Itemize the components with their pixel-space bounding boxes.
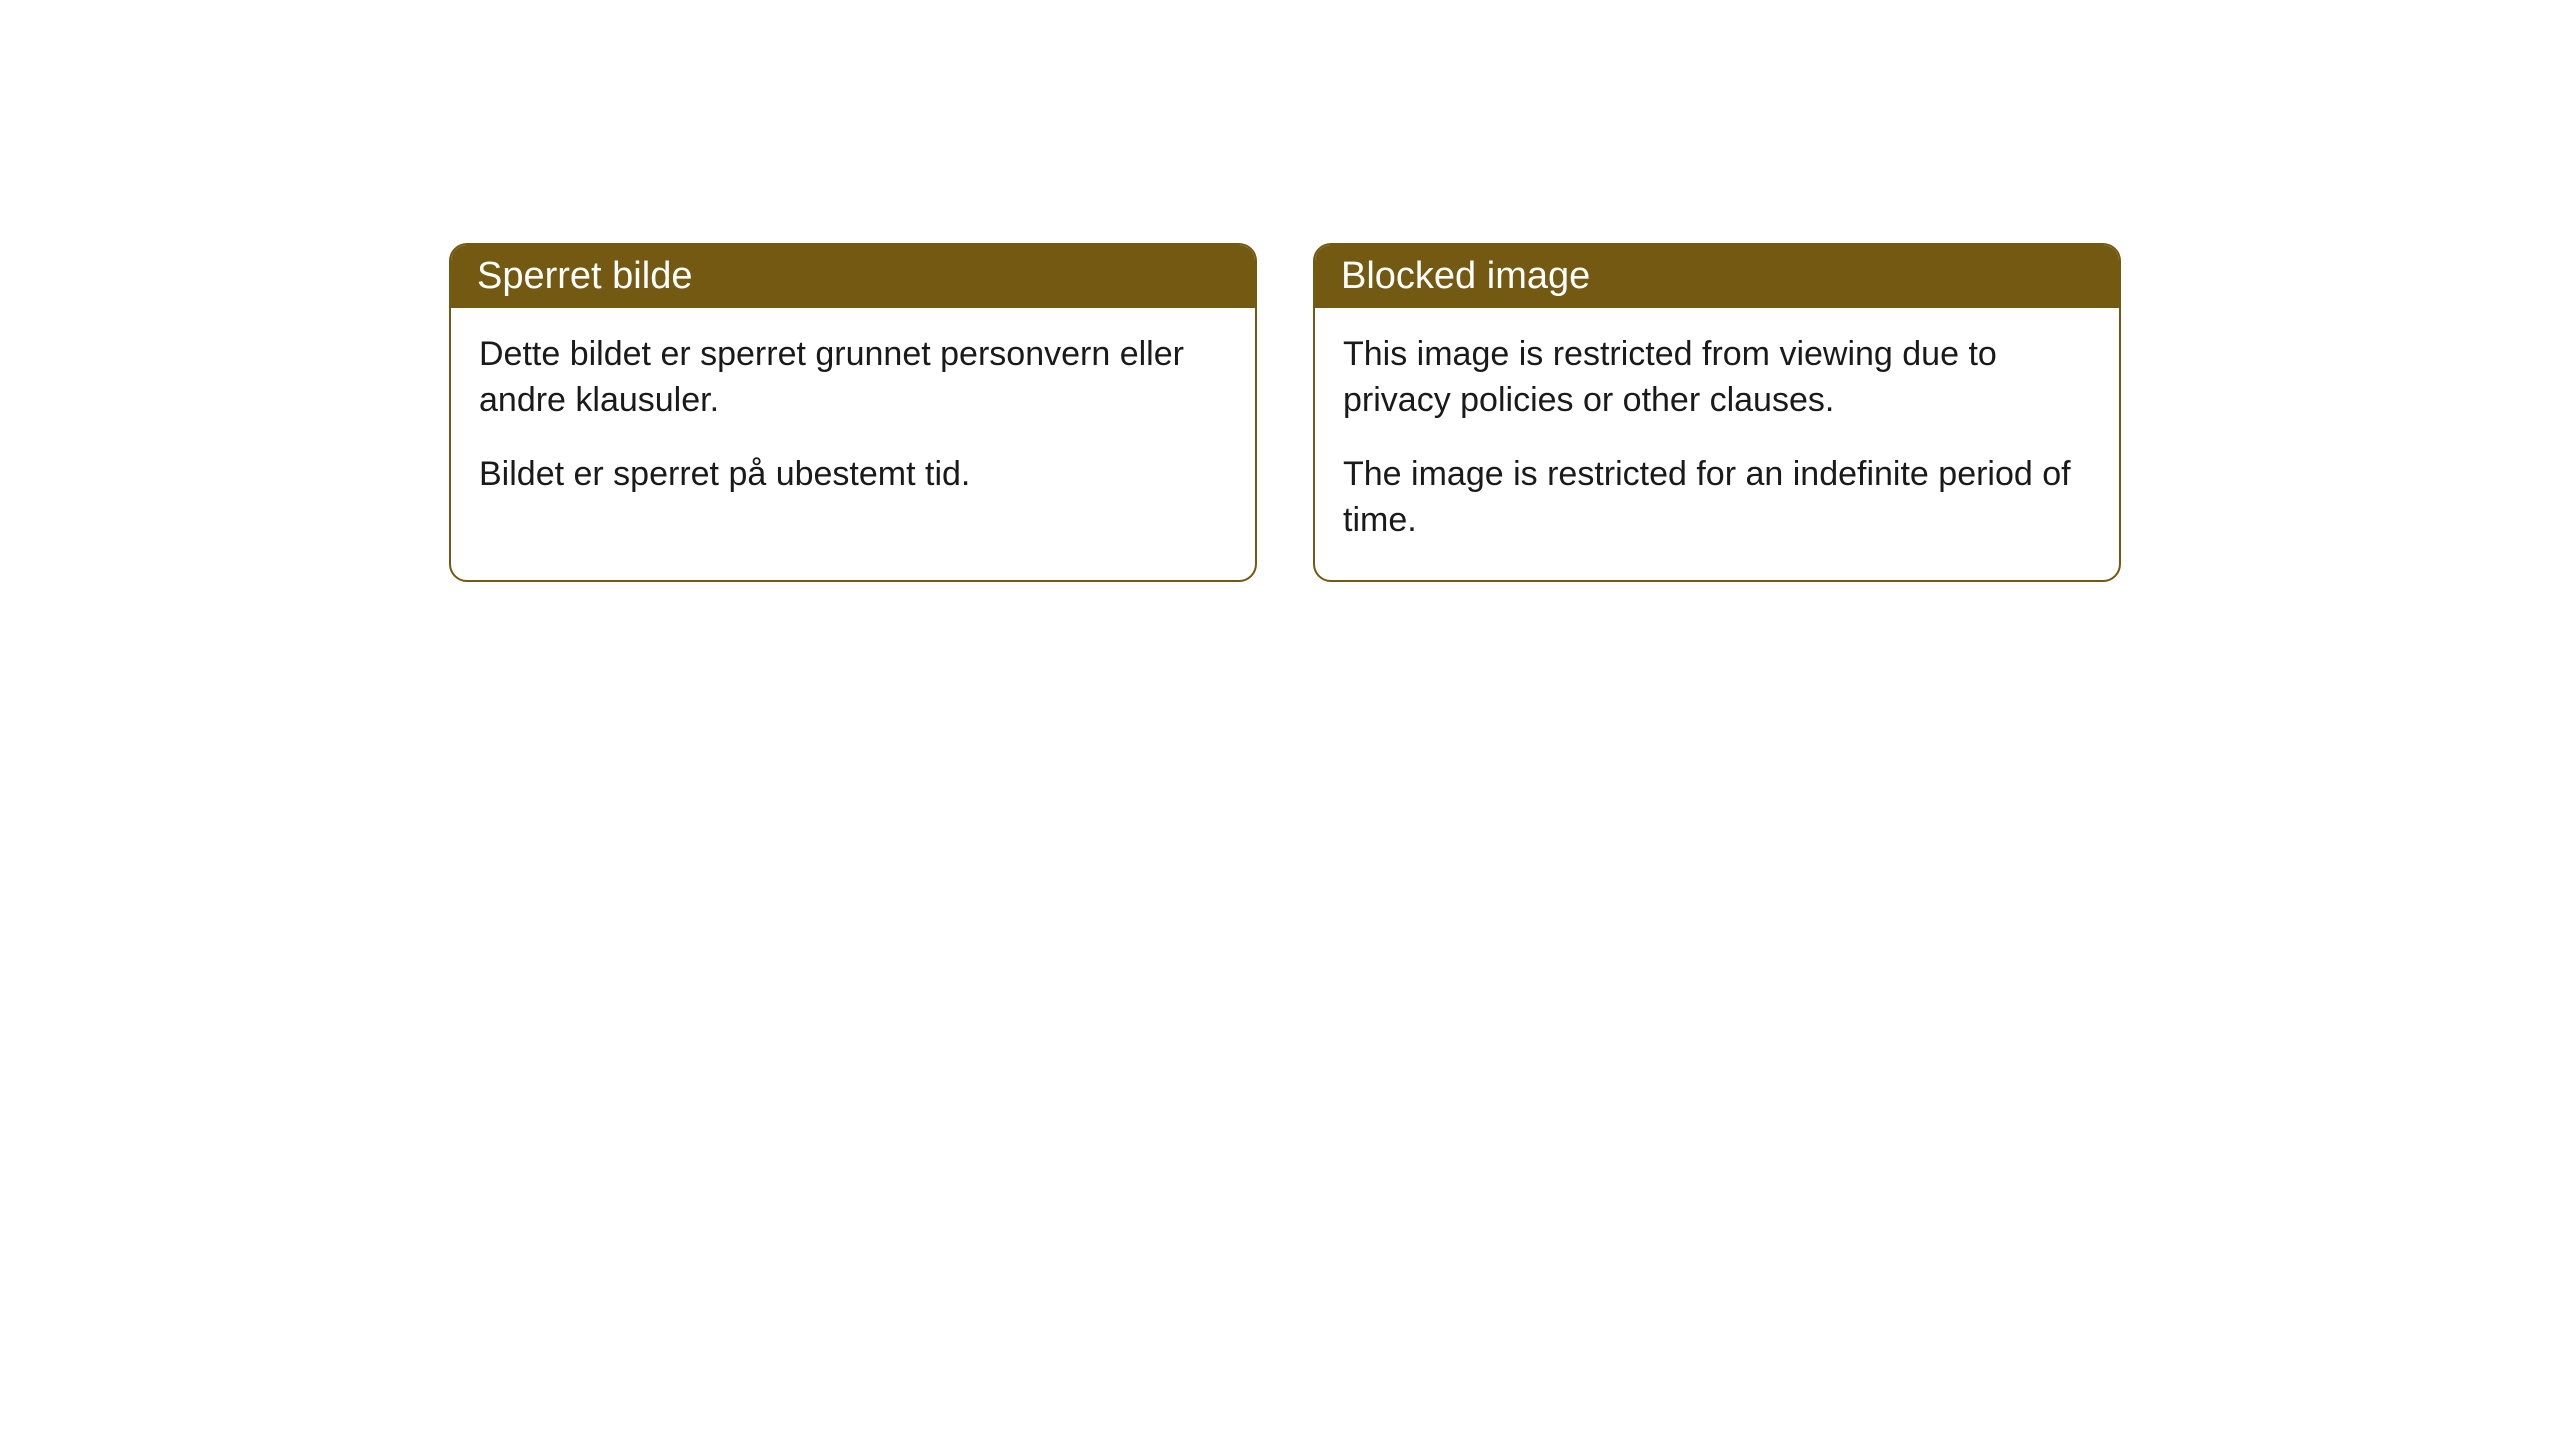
card-header: Blocked image [1315,245,2119,308]
card-header: Sperret bilde [451,245,1255,308]
card-body: This image is restricted from viewing du… [1315,308,2119,580]
card-title: Sperret bilde [477,255,692,297]
card-paragraph: The image is restricted for an indefinit… [1343,452,2091,544]
blocked-image-card-english: Blocked image This image is restricted f… [1313,243,2121,582]
notice-cards-container: Sperret bilde Dette bildet er sperret gr… [449,243,2121,582]
card-paragraph: Bildet er sperret på ubestemt tid. [479,452,1227,498]
card-body: Dette bildet er sperret grunnet personve… [451,308,1255,534]
card-paragraph: This image is restricted from viewing du… [1343,332,2091,424]
card-paragraph: Dette bildet er sperret grunnet personve… [479,332,1227,424]
blocked-image-card-norwegian: Sperret bilde Dette bildet er sperret gr… [449,243,1257,582]
card-title: Blocked image [1341,255,1590,297]
